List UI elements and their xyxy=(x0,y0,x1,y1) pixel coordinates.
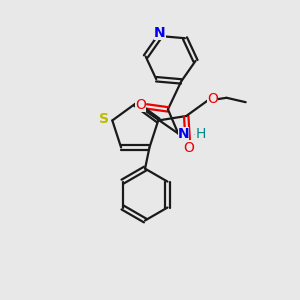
Text: N: N xyxy=(154,26,166,40)
Text: O: O xyxy=(207,92,218,106)
Text: S: S xyxy=(99,112,110,126)
Text: O: O xyxy=(183,140,194,154)
Text: O: O xyxy=(135,98,146,112)
Text: H: H xyxy=(195,127,206,141)
Text: -: - xyxy=(193,128,198,141)
Text: N: N xyxy=(178,127,189,141)
